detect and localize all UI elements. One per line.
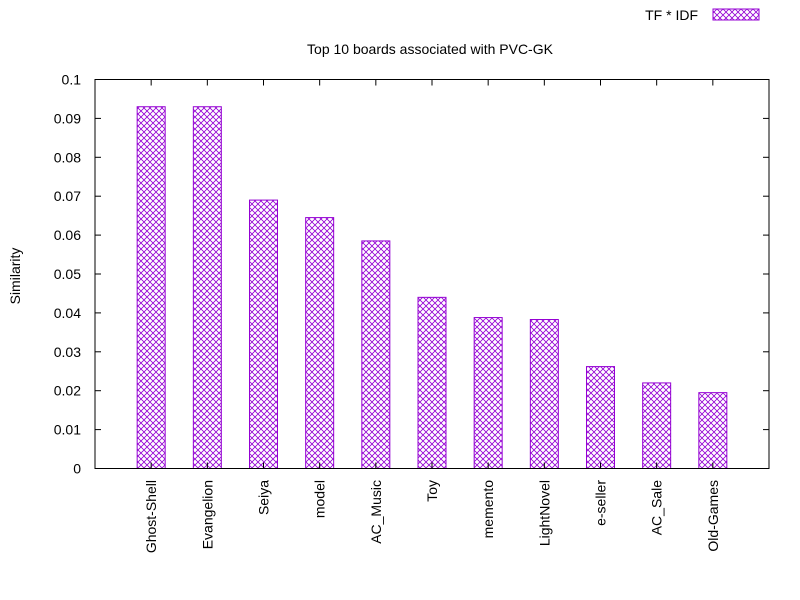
y-tick-label: 0.03 (54, 344, 81, 360)
x-tick-label: Toy (424, 480, 440, 502)
y-tick-label: 0.09 (54, 110, 81, 126)
bar-evangelion (192, 106, 222, 469)
plot-area-frame (94, 79, 770, 469)
y-tick-label: 0.02 (54, 383, 81, 399)
bar-e-seller (586, 366, 615, 469)
x-tick-label: Old-Games (705, 480, 721, 552)
y-axis-label: Similarity (7, 248, 23, 305)
bar-ac-music (361, 240, 391, 469)
y-axis-ticks: 0 0.01 0.02 0.03 0.04 0.05 0.06 0.07 0.08 0.09 0.1 (54, 72, 769, 477)
y-tick-label: 0.08 (54, 149, 81, 165)
bar-toy (417, 296, 447, 469)
x-tick-label: Seiya (256, 480, 272, 515)
x-tick-label: LightNovel (536, 480, 552, 546)
bars (136, 106, 728, 470)
legend-swatch (712, 8, 760, 21)
legend-label-tf-idf: TF * IDF (645, 7, 698, 23)
x-tick-label: e-seller (593, 480, 609, 526)
bar-ghost-shell (136, 106, 166, 469)
x-tick-label: Evangelion (199, 480, 215, 549)
bar-model (305, 217, 335, 469)
legend: TF * IDF (645, 7, 760, 23)
bar-old-games (698, 392, 728, 469)
y-tick-label: 0.1 (62, 72, 82, 88)
bar-ac-sale (642, 382, 672, 470)
y-tick-label: 0.04 (54, 305, 81, 321)
x-tick-label: AC_Sale (649, 480, 665, 535)
x-tick-label: memento (480, 480, 496, 539)
chart-title: Top 10 boards associated with PVC-GK (307, 41, 554, 57)
x-tick-label: AC_Music (368, 480, 384, 544)
y-tick-label: 0.06 (54, 227, 81, 243)
y-tick-label: 0.07 (54, 188, 81, 204)
x-axis-ticks: Ghost-Shell Evangelion Seiya model AC_Music T… (143, 79, 721, 553)
y-tick-label: 0.05 (54, 266, 81, 282)
bar-memento (473, 317, 503, 469)
x-tick-label: model (312, 480, 328, 518)
bar-seiya (249, 199, 278, 469)
x-tick-label: Ghost-Shell (143, 480, 159, 553)
bar-lightnovel (529, 319, 559, 469)
y-tick-label: 0.01 (54, 422, 81, 438)
y-tick-label: 0 (73, 461, 81, 477)
